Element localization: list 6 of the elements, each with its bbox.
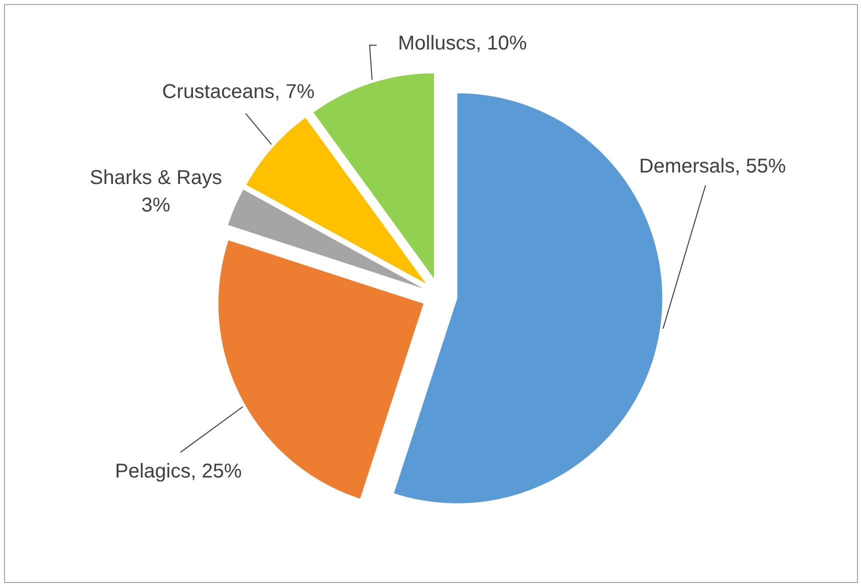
slice-label: Crustaceans, 7%	[162, 81, 315, 104]
data-label: 3%	[141, 194, 171, 216]
slice-label: Molluscs, 10%	[398, 32, 528, 55]
slice-label: Pelagics, 25%	[114, 460, 242, 483]
slice-label: Sharks & Rays	[90, 166, 222, 189]
slice-label: Demersals, 55%	[639, 155, 786, 178]
